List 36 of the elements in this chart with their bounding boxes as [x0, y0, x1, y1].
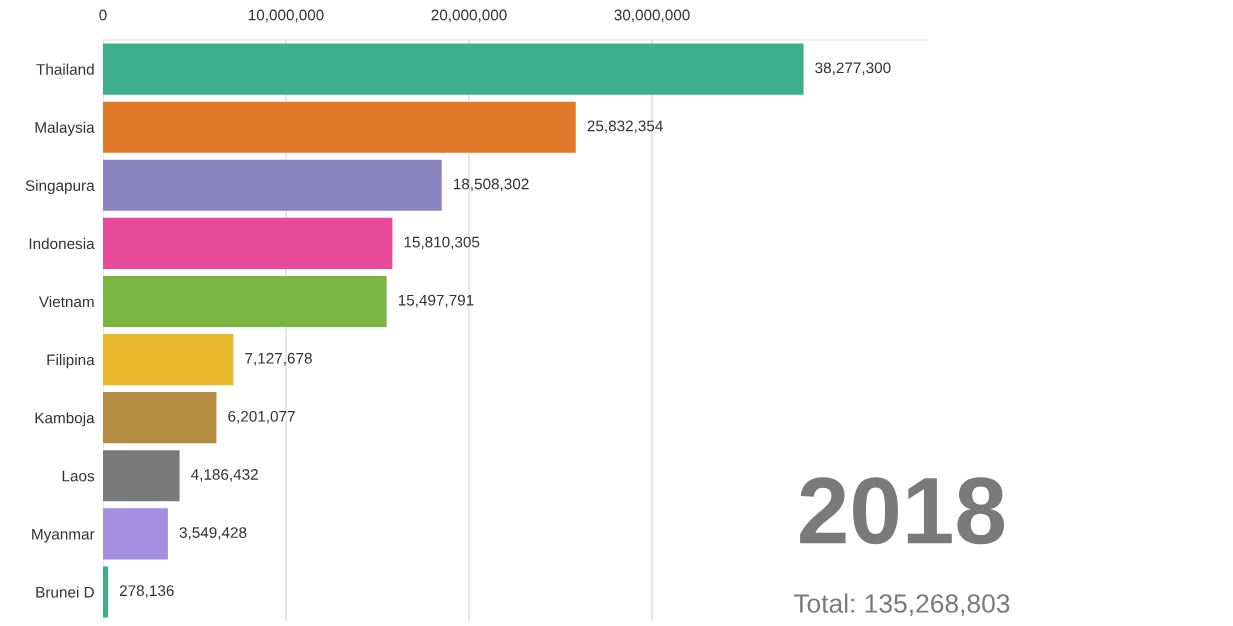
x-tick-label: 10,000,000 [248, 9, 324, 23]
x-tick-label: 0 [99, 9, 107, 21]
bar [102, 275, 387, 328]
y-tick-label: Laos [62, 470, 95, 482]
data-label: 25,832,354 [587, 120, 663, 134]
bar [102, 508, 168, 560]
x-tick-label: 30,000,000 [614, 9, 690, 23]
bar [102, 334, 234, 386]
data-label: 7,127,678 [245, 352, 312, 366]
y-tick-label: Brunei D [36, 586, 94, 598]
bar [102, 450, 180, 502]
data-label: 18,508,302 [453, 178, 529, 192]
data-label: 278,136 [119, 585, 174, 598]
x-tick-label: 20,000,000 [431, 9, 507, 23]
data-label: 15,497,791 [398, 294, 474, 308]
data-label: 15,810,305 [404, 236, 480, 250]
bar [102, 43, 804, 95]
y-tick-label: Thailand [36, 63, 94, 75]
y-tick-label: Indonesia [29, 237, 95, 250]
bar [102, 392, 217, 444]
y-tick-label: Malaysia [35, 121, 95, 136]
bar [102, 159, 442, 211]
y-tick-label: Singapura [25, 179, 95, 194]
annotation: 2018 [800, 477, 1005, 545]
data-label: 3,549,428 [179, 527, 247, 540]
bar [102, 101, 576, 153]
y-tick-label: Kamboja [35, 412, 95, 427]
annotation: Total: 135,268,803 [793, 593, 1010, 616]
bar [102, 566, 109, 618]
data-label: 4,186,432 [191, 469, 258, 482]
y-tick-label: Myanmar [32, 528, 95, 543]
data-label: 6,201,077 [228, 410, 295, 424]
y-tick-label: Vietnam [38, 295, 94, 308]
bar [102, 217, 393, 269]
y-tick-label: Filipina [47, 354, 95, 369]
data-label: 38,277,300 [815, 62, 891, 76]
